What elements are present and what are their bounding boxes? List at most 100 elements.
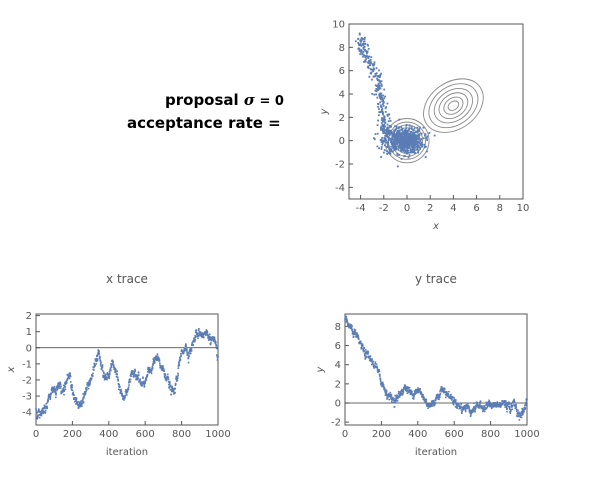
y-trace-point <box>520 416 523 419</box>
x-trace-point <box>63 390 66 392</box>
y-trace-point <box>405 388 408 391</box>
y-trace-point <box>474 408 477 410</box>
x-trace-point <box>58 383 61 385</box>
x-trace-point <box>42 412 44 415</box>
y-trace-point <box>376 366 379 369</box>
sample-point <box>385 145 388 148</box>
y-trace-xtick-label: 600 <box>445 429 464 440</box>
x-trace-point <box>139 378 142 380</box>
sample-point <box>390 150 393 153</box>
sample-point <box>423 146 426 149</box>
y-trace-point <box>460 406 463 409</box>
x-trace-point <box>120 388 122 391</box>
y-trace-point <box>390 395 393 397</box>
y-trace-point <box>508 401 510 404</box>
sample-point <box>380 147 383 150</box>
sample-point <box>361 43 364 46</box>
y-trace-point <box>373 367 376 369</box>
sample-point <box>392 141 395 144</box>
y-trace-point <box>488 403 491 405</box>
x-trace-point <box>146 374 149 377</box>
x-trace-point <box>75 403 77 405</box>
y-trace-point <box>435 394 438 396</box>
y-trace-point <box>364 349 367 351</box>
x-trace-point <box>110 363 113 366</box>
sample-point <box>382 130 384 133</box>
sample-point <box>403 147 405 149</box>
y-trace-point <box>460 403 462 405</box>
y-trace-point <box>413 394 415 396</box>
x-trace-point <box>64 386 67 388</box>
y-trace-point <box>388 393 390 395</box>
x-trace-xtick-label: 0 <box>33 429 39 440</box>
x-trace-point <box>173 393 175 395</box>
sample-point <box>373 68 376 71</box>
sigma-symbol: σ <box>243 91 255 109</box>
x-trace-point <box>162 369 164 372</box>
y-trace-point <box>514 405 517 408</box>
x-trace-point <box>49 398 51 401</box>
sample-point <box>396 136 399 139</box>
sample-point <box>398 154 400 156</box>
sample-point <box>376 132 379 135</box>
y-trace-point <box>357 336 360 338</box>
sample-point <box>406 135 409 138</box>
sample-point <box>400 147 403 150</box>
y-trace-point <box>351 329 354 331</box>
x-trace-point <box>115 370 117 372</box>
sample-point <box>405 143 408 145</box>
sample-point <box>387 120 390 123</box>
sample-point <box>382 117 385 120</box>
x-trace-point <box>99 362 102 365</box>
sample-point <box>380 128 383 130</box>
sample-point <box>382 94 385 97</box>
sample-point <box>358 32 361 35</box>
sample-point <box>370 62 372 65</box>
x-trace-point <box>97 352 99 354</box>
sample-point <box>392 147 395 149</box>
sample-point <box>386 114 389 117</box>
x-trace-point <box>167 376 170 379</box>
sample-point <box>378 76 381 79</box>
x-trace-point <box>48 395 51 398</box>
sample-point <box>381 100 384 103</box>
y-trace-point <box>348 326 351 329</box>
y-trace-point <box>454 406 457 408</box>
sample-point <box>426 139 428 141</box>
sample-point <box>397 130 400 132</box>
sample-point <box>404 139 407 142</box>
x-trace-point <box>58 385 61 387</box>
y-trace-point <box>499 406 502 408</box>
scatter-xtick-label: 10 <box>517 203 530 214</box>
x-trace-xtick-label: 200 <box>63 429 82 440</box>
sample-point <box>396 165 399 168</box>
acceptance-rate-label: acceptance rate = <box>127 114 281 132</box>
sample-point <box>378 75 381 77</box>
x-trace-point <box>160 369 163 371</box>
sample-point <box>392 132 395 135</box>
sample-point <box>399 146 402 148</box>
y-trace-point <box>521 408 524 411</box>
x-trace-point <box>92 372 94 375</box>
y-trace-point <box>514 407 517 410</box>
sample-point <box>367 62 370 65</box>
x-trace-point <box>186 353 189 356</box>
sample-point <box>407 136 409 139</box>
x-trace-point <box>151 366 154 368</box>
x-trace-point <box>190 348 193 351</box>
y-trace-point <box>488 400 490 403</box>
y-trace-point <box>472 409 475 411</box>
sample-point <box>381 117 383 119</box>
sample-point <box>413 127 416 130</box>
y-trace-point <box>463 408 466 410</box>
y-trace-point <box>521 412 524 414</box>
y-trace-point <box>446 391 448 393</box>
x-trace-point <box>144 381 146 384</box>
x-trace-point <box>37 416 39 418</box>
y-trace-point <box>454 400 457 403</box>
x-trace-point <box>83 396 85 398</box>
sample-point <box>378 147 380 150</box>
sample-point <box>404 134 407 137</box>
x-trace-ytick-label: -3 <box>22 392 32 403</box>
sample-point <box>407 156 410 159</box>
